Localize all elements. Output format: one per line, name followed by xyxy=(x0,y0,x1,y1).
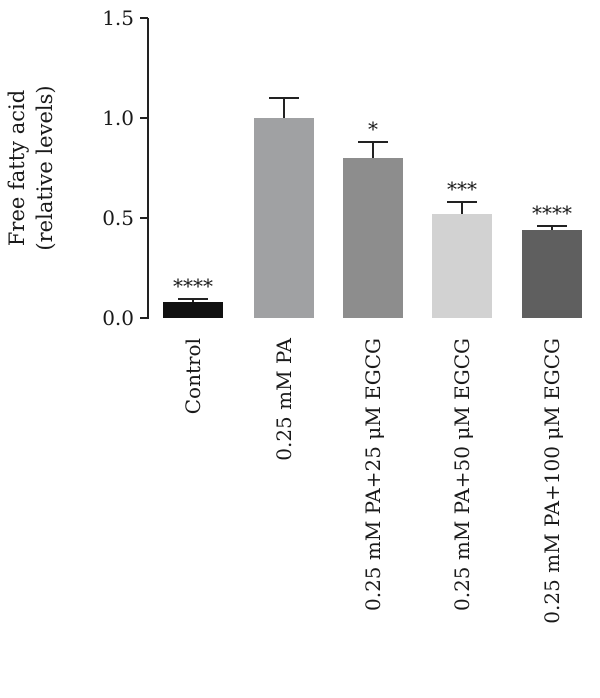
bars: ************ xyxy=(163,97,582,318)
category-label: Control xyxy=(181,338,205,414)
category-label: 0.25 mM PA+25 μM EGCG xyxy=(361,338,385,611)
y-axis-title-line-2: (relative levels) xyxy=(33,85,57,250)
axes: 0.0 0.5 1.0 1.5 xyxy=(102,6,149,330)
bar xyxy=(163,302,223,318)
significance-label: **** xyxy=(532,201,572,225)
significance-label: **** xyxy=(173,274,213,298)
y-axis-title-line-1: Free fatty acid xyxy=(5,90,29,246)
category-labels: Control 0.25 mM PA 0.25 mM PA+25 μM EGCG 0.… xyxy=(181,337,564,623)
y-tick-label: 0.5 xyxy=(102,206,134,230)
category-label: 0.25 mM PA+100 μM EGCG xyxy=(540,338,564,624)
y-tick-label: 1.5 xyxy=(102,6,134,30)
significance-label: *** xyxy=(447,177,477,201)
bar xyxy=(254,118,314,318)
bar xyxy=(343,158,403,318)
category-label: 0.25 mM PA+50 μM EGCG xyxy=(450,338,474,611)
bar xyxy=(432,214,492,318)
bar xyxy=(522,230,582,318)
y-tick-label: 1.0 xyxy=(102,106,134,130)
y-tick-label: 0.0 xyxy=(102,306,134,330)
category-label: 0.25 mM PA xyxy=(272,337,296,460)
significance-label: * xyxy=(368,117,378,141)
y-axis-title: Free fatty acid (relative levels) xyxy=(5,85,57,250)
